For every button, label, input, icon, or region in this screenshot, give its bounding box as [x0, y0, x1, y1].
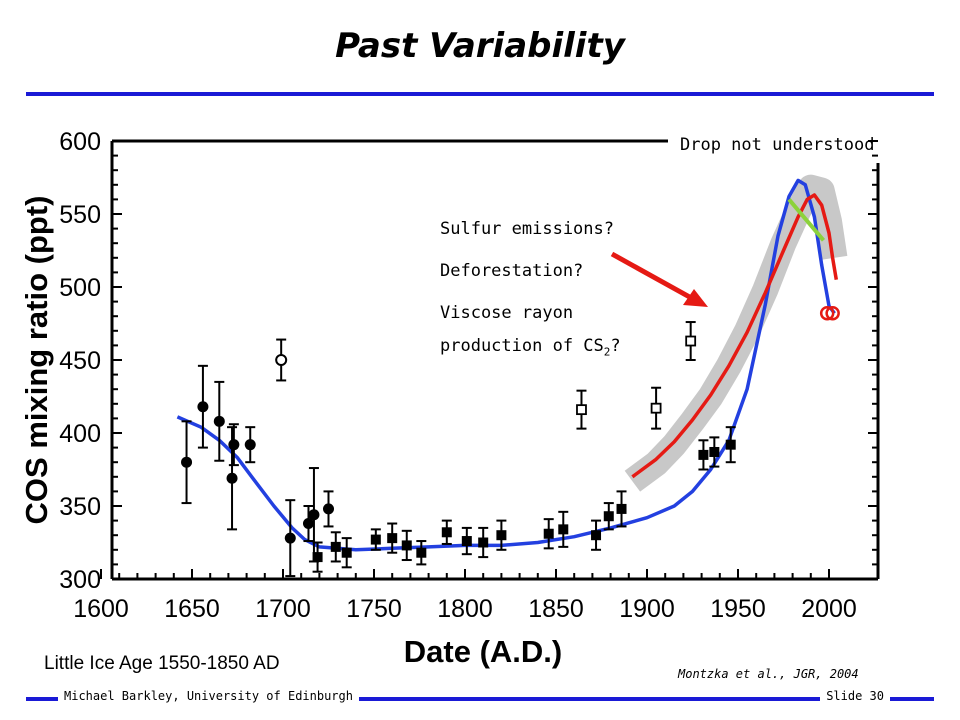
filled-square-point [461, 536, 472, 547]
cause-cs2-suffix: ? [610, 336, 621, 356]
filled-square-point [330, 541, 341, 552]
cause-cs2-text: production of CS [440, 336, 604, 356]
filled-square-point [709, 446, 720, 457]
cs2-subscript: 2 [603, 345, 611, 359]
slide-title: Past Variability [335, 26, 625, 66]
x-tick-label: 1900 [619, 595, 675, 623]
cause-cs2: production of CS2? [440, 335, 621, 363]
filled-square-point [558, 524, 569, 535]
filled-circle-point [323, 503, 334, 515]
filled-circle-point [308, 509, 320, 521]
firn-circle-point [819, 306, 835, 321]
filled-square-point [603, 511, 614, 522]
filled-square-point [370, 534, 381, 545]
open-square-point [576, 404, 587, 416]
filled-square-point [725, 439, 736, 450]
filled-square-point [401, 540, 412, 551]
y-tick-label: 550 [59, 201, 101, 229]
y-tick-label: 300 [59, 566, 101, 594]
x-tick-label: 2000 [801, 595, 857, 623]
x-tick-label: 1850 [528, 595, 584, 623]
filled-square-point [591, 530, 602, 541]
x-tick-label: 1650 [164, 595, 220, 623]
gray-band-layer [624, 174, 848, 492]
y-tick-label: 400 [59, 420, 101, 448]
filled-circle-point [244, 439, 256, 451]
filled-square-point [387, 533, 398, 544]
x-tick-label: 1950 [710, 595, 766, 623]
x-tick-label: 1750 [346, 595, 402, 623]
filled-square-point [478, 537, 489, 548]
tick-layer [100, 140, 878, 580]
citation: Montzka et al., JGR, 2004 [678, 667, 859, 681]
filled-circle-point [302, 518, 314, 530]
filled-square-point [698, 449, 709, 460]
filled-circle-point [197, 401, 209, 413]
red-arrow-head [683, 289, 708, 307]
x-axis-title: Date (A.D.) [404, 634, 562, 669]
y-tick-label: 600 [59, 128, 101, 156]
filled-square-point [441, 527, 452, 538]
footer-slide-number: Slide 30 [820, 689, 890, 703]
filled-circle-point [181, 456, 193, 468]
title-divider [26, 92, 934, 96]
filled-square-point [543, 528, 554, 539]
footer-divider [26, 697, 934, 701]
filled-square-point [616, 503, 627, 514]
x-tick-label: 1600 [73, 595, 129, 623]
red-arrow-shaft [610, 251, 697, 303]
open-square-point [650, 402, 662, 414]
axis-label-layer: 1600 1650 1700 1750 1800 1850 1900 1950 2000 300 3… [19, 128, 857, 669]
cause-sulfur: Sulfur emissions? [440, 219, 614, 239]
y-tick-label: 350 [59, 493, 101, 521]
point-layer [181, 306, 840, 578]
drop-annotation: Drop not understood [680, 135, 875, 155]
cause-viscose: Viscose rayon [440, 303, 574, 323]
x-tick-label: 1800 [437, 595, 493, 623]
y-tick-label: 450 [59, 347, 101, 375]
cause-deforestation: Deforestation? [440, 261, 584, 281]
filled-square-point [341, 547, 352, 558]
filled-square-point [496, 530, 507, 541]
red-fit-curve [631, 193, 839, 479]
firn-circle-point [825, 306, 840, 321]
y-axis-title: COS mixing ratio (ppt) [19, 196, 54, 525]
green-trend-segment [787, 198, 826, 242]
open-square-point [685, 335, 697, 347]
footer-author: Michael Barkley, University of Edinburgh [58, 689, 359, 703]
open-circle-point [275, 354, 288, 366]
filled-circle-point [213, 415, 225, 427]
filled-square-point [416, 547, 427, 558]
x-tick-label: 1700 [255, 595, 311, 623]
little-ice-age-caption: Little Ice Age 1550-1850 AD [44, 653, 280, 674]
filled-circle-point [226, 472, 238, 484]
filled-square-point [312, 552, 323, 563]
uncertainty-band [624, 174, 848, 492]
filled-circle-point [284, 532, 296, 544]
filled-circle-point [228, 439, 240, 451]
y-tick-label: 500 [59, 274, 101, 302]
